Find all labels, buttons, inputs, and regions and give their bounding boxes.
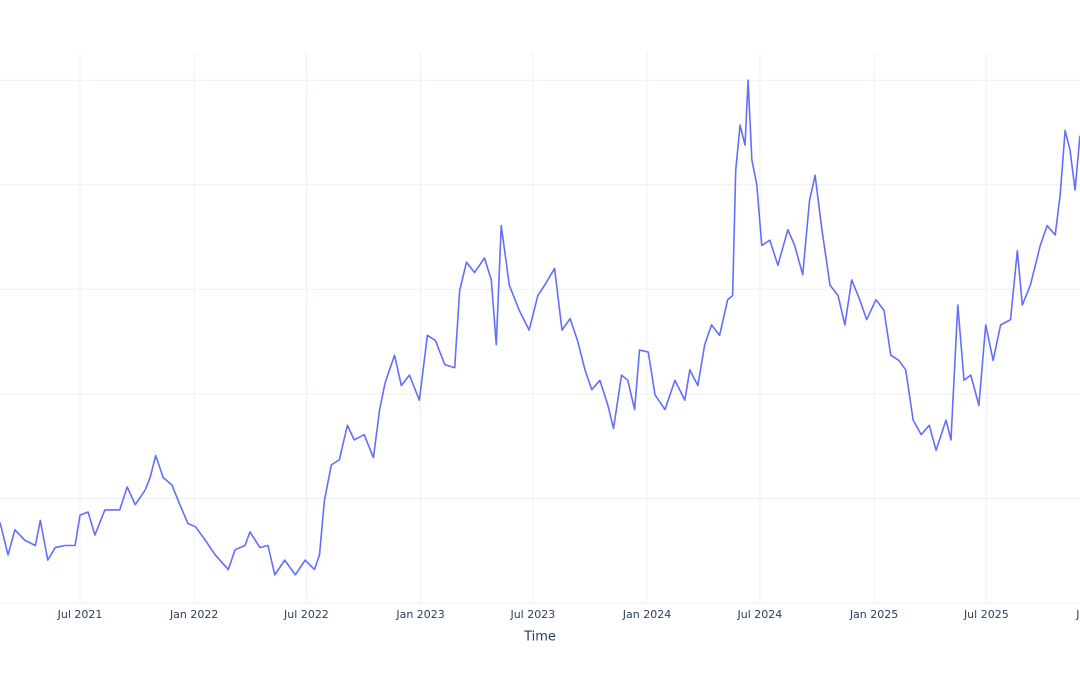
- x-tick-label: Jan 2023: [395, 608, 444, 621]
- x-tick-label: Jul 2024: [737, 608, 783, 621]
- axis-labels: Jul 2021 Jan 2022 Jul 2022 Jan 2023 Jul 2023…: [57, 608, 1080, 621]
- grid: [0, 52, 1080, 604]
- x-tick-label: Jul 2025: [963, 608, 1009, 621]
- x-tick-label: Jul 2023: [509, 608, 555, 621]
- x-axis-title: Time: [523, 630, 556, 645]
- line-series: [0, 79, 1080, 576]
- x-tick-label: Jul 2021: [57, 608, 103, 621]
- x-tick-label: Jan 2022: [169, 608, 218, 621]
- x-tick-label: Jan 2024: [622, 608, 671, 621]
- x-tick-label: Jan 2026: [1075, 608, 1080, 621]
- plot-area: [0, 79, 1080, 576]
- x-tick-label: Jan 2025: [849, 608, 898, 621]
- x-tick-label: Jul 2022: [283, 608, 329, 621]
